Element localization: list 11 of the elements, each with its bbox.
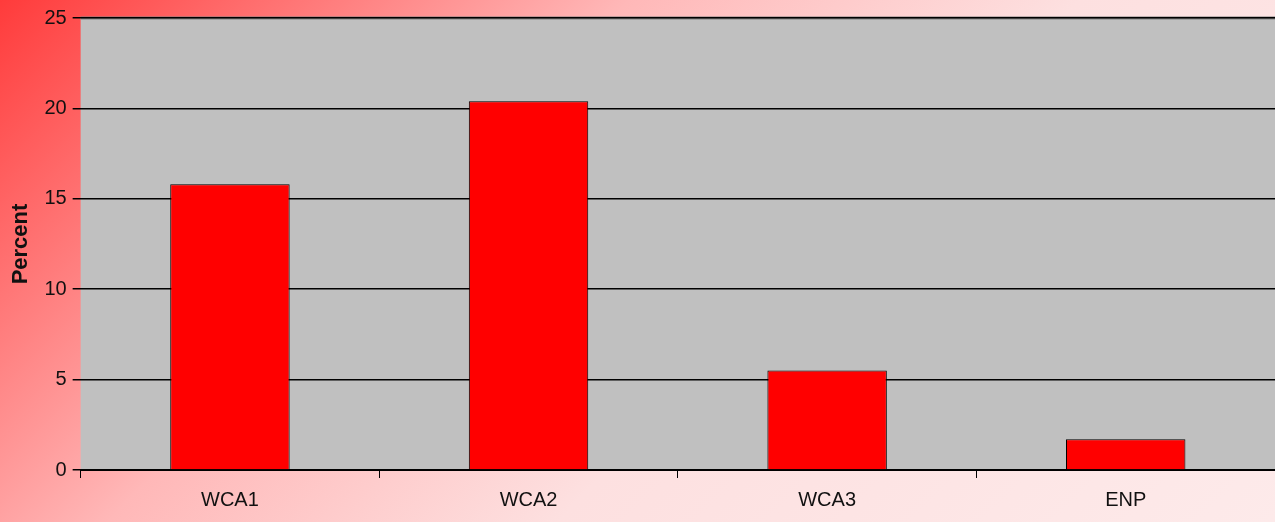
y-tick-label: 5 bbox=[55, 367, 67, 390]
x-tick-label: WCA2 bbox=[499, 487, 558, 510]
y-tick-label: 25 bbox=[44, 5, 67, 28]
x-tick-label: WCA1 bbox=[201, 487, 259, 510]
y-tick-label: 0 bbox=[55, 457, 67, 480]
y-tick-label: 15 bbox=[44, 186, 67, 209]
x-tick-label: ENP bbox=[1105, 487, 1147, 510]
y-tick-label: 10 bbox=[44, 276, 67, 299]
y-axis-title: Percent bbox=[7, 202, 33, 285]
y-tick-label: 20 bbox=[44, 95, 67, 118]
x-tick-label: WCA3 bbox=[798, 487, 857, 510]
